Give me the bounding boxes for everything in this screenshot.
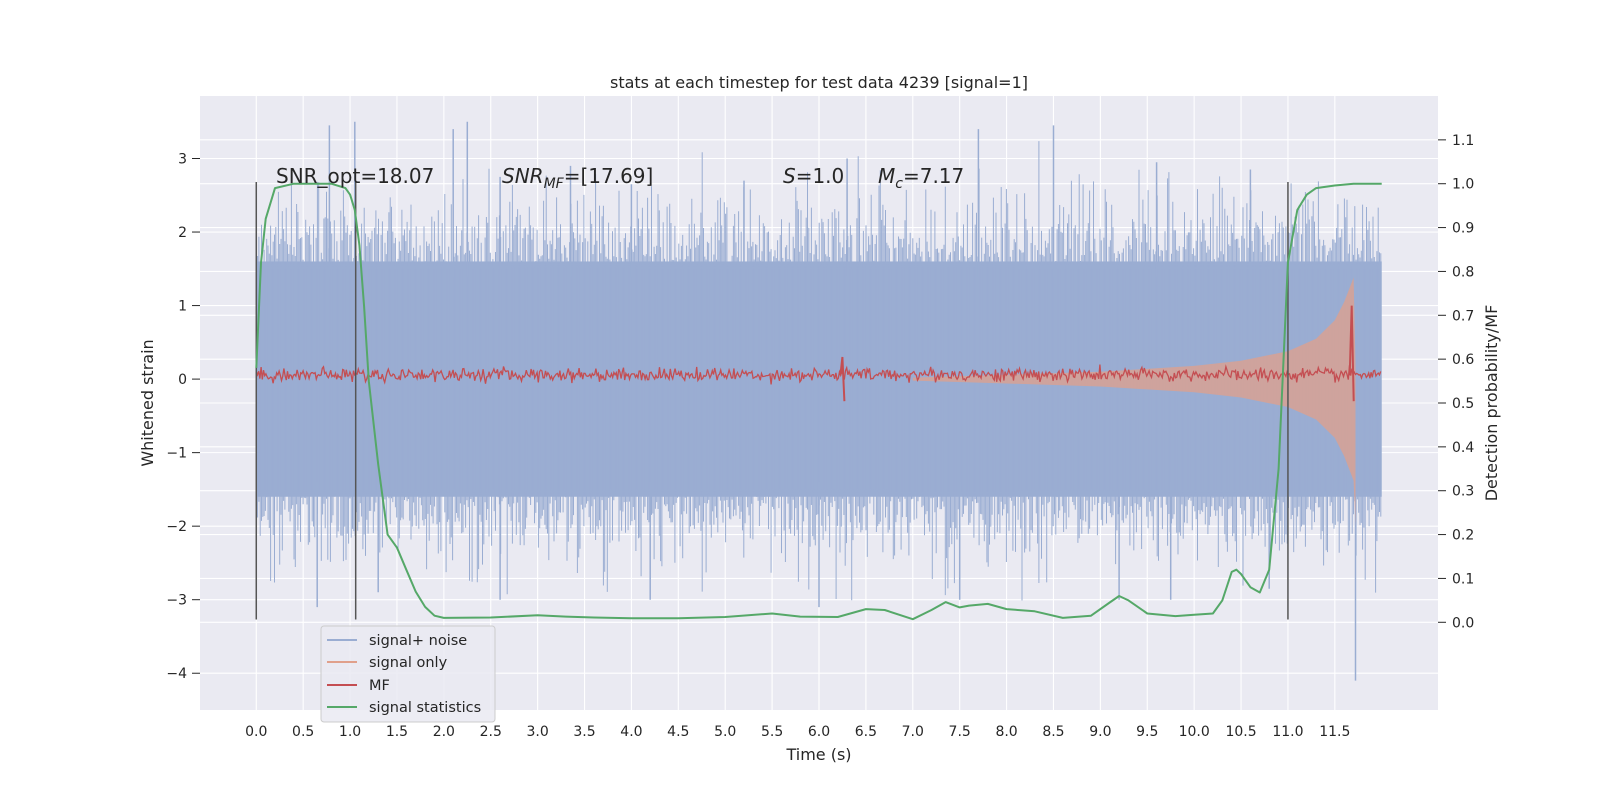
vertical-markers [255, 182, 1289, 620]
x-tick-label: 3.5 [573, 724, 595, 740]
y-tick-label: 2 [178, 225, 187, 241]
annotation-snr-opt: SNR_opt=18.07 [276, 164, 434, 188]
y2-tick-labels: 1.1 1.0 0.9 0.8 0.7 0.6 0.5 0.4 0.3 0.2 0.1 0.0 [1438, 133, 1474, 631]
annotation-mc-symbol: M [878, 164, 895, 188]
legend-label-signal-only: signal only [369, 655, 448, 671]
legend-label-mf: MF [369, 678, 390, 694]
x-tick-label: 8.0 [995, 724, 1017, 740]
y2-tick-label: 0.3 [1452, 484, 1474, 500]
x-tick-label: 7.5 [949, 724, 971, 740]
chart-title: stats at each timestep for test data 423… [610, 73, 1028, 92]
series-mf [255, 305, 1382, 402]
y-tick-labels: 3 2 1 0 −1 −2 −3 −4 [166, 152, 200, 682]
y2-tick-label: 0.7 [1452, 308, 1474, 324]
x-tick-label: 7.0 [902, 724, 924, 740]
y-tick-label: 0 [178, 372, 187, 388]
x-tick-label: 5.0 [714, 724, 736, 740]
y-tick-label: 3 [178, 152, 187, 168]
x-tick-label: 10.5 [1225, 724, 1256, 740]
annotation-s: S=1.0 [783, 164, 844, 188]
legend-label-signal-plus-noise: signal+ noise [369, 633, 467, 649]
series-signal-statistics [255, 182, 1382, 621]
x-tick-label: 4.0 [620, 724, 642, 740]
x-tick-label: 11.0 [1272, 724, 1303, 740]
annotation-s-symbol: S [783, 164, 796, 188]
annotation-mc: Mc=7.17 [878, 164, 964, 192]
y-tick-label: −4 [166, 666, 187, 682]
x-tick-label: 1.5 [386, 724, 408, 740]
y2-tick-label: 0.2 [1452, 528, 1474, 544]
y2-tick-label: 0.9 [1452, 221, 1474, 237]
noise-peaks [316, 121, 1357, 681]
x-tick-label: 11.5 [1319, 724, 1350, 740]
y2-tick-label: 1.1 [1452, 133, 1474, 149]
x-tick-label: 2.5 [480, 724, 502, 740]
x-tick-label: 2.0 [433, 724, 455, 740]
x-tick-label: 6.5 [855, 724, 877, 740]
x-tick-label: 3.0 [527, 724, 549, 740]
y2-tick-label: 0.4 [1452, 440, 1474, 456]
y2-tick-label: 0.0 [1452, 615, 1474, 631]
mf-spike [1348, 305, 1355, 402]
x-tick-label: 6.0 [808, 724, 830, 740]
signal-only-envelope [912, 277, 1356, 527]
x-tick-label: 0.5 [292, 724, 314, 740]
annotation-mc-subscript: c [895, 176, 903, 192]
x-tick-label: 5.5 [761, 724, 783, 740]
legend-label-signal-statistics: signal statistics [369, 700, 481, 716]
x-tick-labels: 0.0 0.5 1.0 1.5 2.0 2.5 3.0 3.5 4.0 4.5 5.0 5.5 6.0 6… [245, 724, 1350, 740]
x-tick-label: 9.5 [1136, 724, 1158, 740]
y-axis-label: Whitened strain [138, 339, 157, 466]
y2-tick-label: 1.0 [1452, 177, 1474, 193]
y-tick-label: −1 [166, 446, 187, 462]
x-axis-label: Time (s) [785, 745, 851, 764]
y2-axis-label: Detection probability/MF [1482, 305, 1501, 502]
y-tick-label: −3 [166, 593, 187, 609]
mf-spike [839, 356, 846, 402]
x-tick-label: 0.0 [245, 724, 267, 740]
annotation-snr-mf-subscript: MF [544, 176, 565, 192]
annotation-s-value: =1.0 [796, 164, 845, 188]
legend-box [320, 625, 496, 723]
y-tick-label: 1 [178, 299, 187, 315]
x-tick-label: 1.0 [339, 724, 361, 740]
annotation-snr-mf: SNRMF=[17.69] [502, 164, 653, 192]
x-tick-label: 8.5 [1042, 724, 1064, 740]
signal-statistics-line [255, 182, 1382, 621]
annotation-snr-mf-symbol: SNR [502, 164, 544, 188]
y2-tick-label: 0.1 [1452, 571, 1474, 587]
y2-tick-label: 0.5 [1452, 396, 1474, 412]
x-tick-label: 4.5 [667, 724, 689, 740]
annotation-snr-mf-value: =[17.69] [564, 164, 654, 188]
annotation-mc-value: =7.17 [903, 164, 964, 188]
y-tick-label: −2 [166, 519, 187, 535]
x-tick-label: 9.0 [1089, 724, 1111, 740]
x-tick-label: 10.0 [1179, 724, 1210, 740]
y2-tick-label: 0.6 [1452, 352, 1474, 368]
legend: signal+ noise signal only MF signal stat… [320, 625, 496, 723]
y2-tick-label: 0.8 [1452, 264, 1474, 280]
series-signal-only [912, 277, 1356, 527]
mf-line [255, 364, 1382, 385]
